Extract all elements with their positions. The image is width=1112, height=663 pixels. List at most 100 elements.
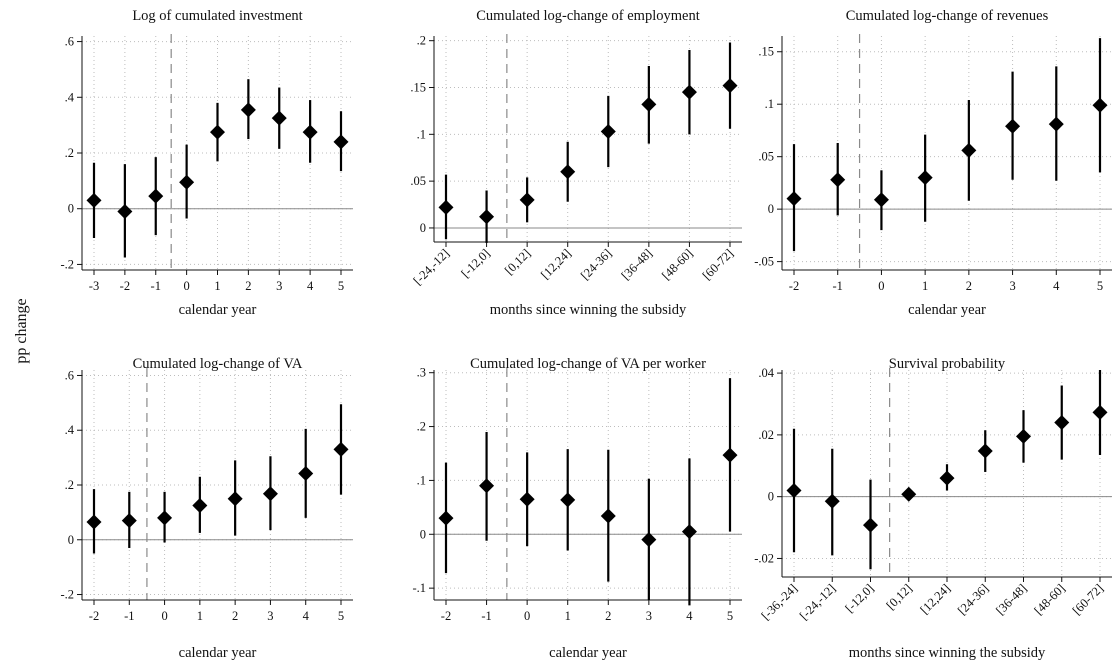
panel-title: Cumulated log-change of VA xyxy=(133,356,303,372)
point-estimate xyxy=(1054,415,1070,431)
x-tick-label: [24-36] xyxy=(578,246,614,282)
x-tick-label: 1 xyxy=(197,609,203,623)
x-tick-label: [60-72] xyxy=(700,246,736,282)
y-tick-label: .2 xyxy=(65,146,74,160)
y-tick-label: .15 xyxy=(410,81,426,95)
x-axis-label: calendar year xyxy=(549,645,627,661)
point-estimate xyxy=(873,192,889,208)
x-tick-label: [48-60] xyxy=(1031,581,1067,617)
y-tick-label: 0 xyxy=(420,221,426,235)
point-estimate xyxy=(438,510,454,526)
panel-5: -.1 0 .1 .2 .3 -2 -1 0 1 2 3 4 5 Cumulated log-change… xyxy=(412,356,742,661)
x-tick-label: [48-60] xyxy=(659,246,695,282)
point-estimate xyxy=(824,493,840,509)
point-estimate xyxy=(438,199,454,215)
x-tick-label: -3 xyxy=(89,279,99,293)
x-axis-label: calendar year xyxy=(179,645,257,661)
y-tick-label: .2 xyxy=(65,478,74,492)
point-estimate xyxy=(863,517,878,533)
panel-title: Cumulated log-change of revenues xyxy=(846,8,1049,24)
y-tick-label: -.02 xyxy=(754,551,774,565)
x-tick-label: -1 xyxy=(151,279,161,293)
point-estimate xyxy=(722,447,738,463)
panel-title: Survival probability xyxy=(889,356,1006,372)
panel-title: Cumulated log-change of employment xyxy=(476,8,699,24)
x-tick-label: 1 xyxy=(214,279,220,293)
x-tick-label: [-24,-12] xyxy=(797,581,839,623)
point-estimate xyxy=(560,492,576,508)
y-tick-label: -.2 xyxy=(60,588,74,602)
point-estimate xyxy=(192,498,208,514)
point-estimate xyxy=(681,524,697,540)
x-tick-label: [-12,0] xyxy=(458,246,492,280)
x-tick-label: [60-72] xyxy=(1070,581,1106,617)
point-estimate xyxy=(830,172,846,188)
x-tick-label: -1 xyxy=(124,609,134,623)
point-estimate xyxy=(600,508,616,524)
panel-4: -.2 0 .2 .4 .6 -2 -1 0 1 2 3 4 5 Cumulated log-change… xyxy=(60,356,353,661)
point-estimate xyxy=(560,164,576,180)
figure-y-axis-label: pp change xyxy=(13,298,30,363)
point-estimate xyxy=(786,191,802,207)
point-estimate xyxy=(210,124,225,140)
x-tick-label: 2 xyxy=(245,279,251,293)
point-estimate xyxy=(641,532,657,548)
point-estimate xyxy=(519,192,535,208)
y-tick-label: .3 xyxy=(417,366,426,380)
y-tick-label: .15 xyxy=(758,45,774,59)
y-tick-label: .04 xyxy=(758,366,774,380)
x-axis-label: months since winning the subsidy xyxy=(490,302,687,318)
point-estimate xyxy=(1048,116,1064,132)
x-tick-label: 3 xyxy=(276,279,282,293)
x-tick-label: 5 xyxy=(338,609,344,623)
y-tick-label: -.1 xyxy=(412,581,426,595)
x-tick-label: 0 xyxy=(184,279,190,293)
panel-2: 0 .05 .1 .15 .2 [-24,-12] [-12,0] [0,12] [12,24]… xyxy=(410,8,742,318)
point-estimate xyxy=(786,482,802,498)
y-tick-label: .4 xyxy=(65,90,75,104)
panel-1: -.2 0 .2 .4 .6 -3 -2 -1 0 1 2 3 4 5 Log of cumulated i… xyxy=(60,8,353,318)
point-estimate xyxy=(479,478,495,494)
x-tick-label: 0 xyxy=(878,279,884,293)
x-tick-label: [12,24] xyxy=(917,581,953,617)
x-tick-label: 4 xyxy=(307,279,314,293)
x-tick-label: -2 xyxy=(120,279,130,293)
x-tick-label: 4 xyxy=(303,609,310,623)
x-tick-label: [-24,-12] xyxy=(411,246,453,288)
point-estimate xyxy=(901,486,917,502)
panel-6: -.02 0 .02 .04 [-36,-24][-24,-12] [-12,0] [0,1… xyxy=(754,356,1112,661)
point-estimate xyxy=(179,174,195,190)
x-tick-label: 1 xyxy=(922,279,928,293)
y-tick-label: 0 xyxy=(420,527,426,541)
x-axis-label: months since winning the subsidy xyxy=(849,645,1046,661)
point-estimate xyxy=(722,78,738,94)
y-tick-label: 0 xyxy=(68,202,74,216)
x-tick-label: -2 xyxy=(789,279,799,293)
y-tick-label: .1 xyxy=(765,97,774,111)
y-tick-label: .2 xyxy=(417,420,426,434)
x-tick-label: [24-36] xyxy=(955,581,991,617)
panel-3: -.05 0 .05 .1 .15 -2 -1 0 1 2 3 4 5 Cumulated log-cha… xyxy=(754,8,1112,318)
point-estimate xyxy=(302,124,318,140)
point-estimate xyxy=(1005,118,1021,134)
point-estimate xyxy=(271,110,287,126)
y-tick-label: .02 xyxy=(758,428,774,442)
point-estimate xyxy=(1016,428,1031,444)
x-tick-label: [-36,-24] xyxy=(759,581,801,623)
x-tick-label: 3 xyxy=(267,609,273,623)
x-tick-label: 2 xyxy=(232,609,238,623)
x-tick-label: 1 xyxy=(565,609,571,623)
point-estimate xyxy=(939,470,955,486)
x-tick-label: [0,12] xyxy=(884,581,915,612)
y-tick-label: .2 xyxy=(417,34,426,48)
point-estimate xyxy=(977,443,993,459)
point-estimate xyxy=(86,514,102,530)
y-tick-label: .05 xyxy=(758,150,774,164)
y-tick-label: 0 xyxy=(68,533,74,547)
point-estimate xyxy=(641,96,657,112)
x-tick-label: [12,24] xyxy=(538,246,574,282)
point-estimate xyxy=(1092,404,1108,420)
point-estimate xyxy=(148,188,164,204)
x-tick-label: -2 xyxy=(89,609,99,623)
